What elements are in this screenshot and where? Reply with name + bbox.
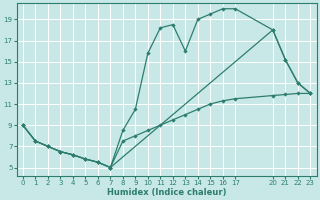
X-axis label: Humidex (Indice chaleur): Humidex (Indice chaleur) (107, 188, 226, 197)
